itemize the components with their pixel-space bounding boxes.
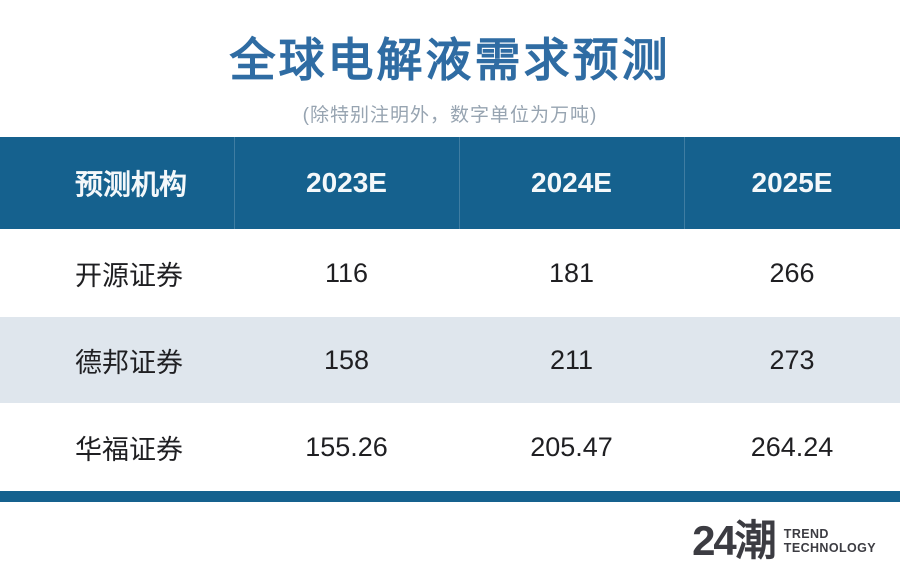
logo-caption-line1: TREND [783,526,829,541]
table-row: 华福证券 155.26 205.47 264.24 [0,403,900,491]
page-title: 全球电解液需求预测 [229,34,671,86]
value-2024e: 181 [548,257,595,288]
title-block: 全球电解液需求预测 (除特别注明外，数字单位为万吨) [0,24,900,127]
column-header-2025e: 2025E [684,137,900,229]
value-2023e: 155.26 [305,431,388,462]
brand-logo: 24潮 TREND TECHNOLOGY [692,520,876,562]
logo-caption-line2: TECHNOLOGY [783,541,876,555]
table-row: 德邦证券 158 211 273 [0,317,900,403]
value-2023e: 116 [324,257,369,288]
table-header-row: 预测机构 2023E 2024E 2025E [0,137,900,229]
value-2024e: 211 [549,344,594,375]
table-row: 开源证券 116 181 266 [0,229,900,317]
table-bottom-accent-bar [0,491,900,502]
value-2023e: 158 [323,344,370,375]
page-subtitle: (除特别注明外，数字单位为万吨) [302,105,598,126]
institution-name: 德邦证券 [75,347,183,378]
logo-24chao-mark: 24潮 [692,517,777,564]
value-2025e: 273 [769,344,815,375]
value-2025e: 264.24 [750,431,834,462]
value-2025e: 266 [769,257,815,288]
institution-name: 华福证券 [75,434,183,465]
value-2024e: 205.47 [530,431,613,462]
logo-caption: TREND TECHNOLOGY [784,527,876,556]
column-header-institution: 预测机构 [75,169,188,200]
institution-name: 开源证券 [75,260,183,291]
forecast-table: 预测机构 2023E 2024E 2025E 开源证券 116 181 266 … [0,137,900,502]
column-header-2024e: 2024E [459,137,684,229]
column-header-2023e: 2023E [234,137,459,229]
